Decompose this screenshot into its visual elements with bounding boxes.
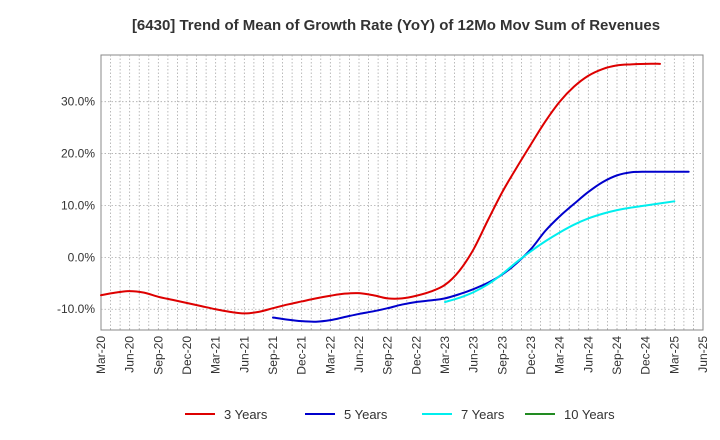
x-tick-label: Sep-22: [381, 336, 395, 375]
x-tick-label: Dec-23: [524, 336, 538, 375]
x-tick-label: Mar-20: [94, 336, 108, 374]
x-tick-label: Dec-22: [409, 336, 423, 375]
plot-area: [100, 54, 704, 331]
legend-label-3-years: 3 Years: [224, 407, 268, 422]
x-tick-label: Mar-22: [323, 336, 337, 374]
x-tick-label: Jun-22: [352, 336, 366, 373]
x-axis: Mar-20 Jun-20 Sep-20 Dec-20 Mar-21 Jun-21 Sep-…: [94, 336, 710, 375]
x-tick-label: Sep-24: [610, 336, 624, 375]
x-tick-label: Dec-24: [639, 336, 653, 375]
x-tick-label: Mar-25: [667, 336, 681, 374]
y-axis: 30.0% 20.0% 10.0% 0.0% -10.0%: [57, 95, 95, 317]
legend: 3 Years 5 Years 7 Years 10 Years: [185, 407, 615, 422]
x-tick-label: Jun-23: [467, 336, 481, 373]
y-tick-label: 10.0%: [61, 198, 95, 212]
series-line-3-years: [100, 62, 661, 315]
x-tick-label: Jun-25: [696, 336, 710, 373]
x-tick-label: Sep-21: [266, 336, 280, 375]
x-tick-label: Jun-24: [581, 336, 595, 373]
legend-label-7-years: 7 Years: [461, 407, 505, 422]
x-tick-label: Dec-20: [180, 336, 194, 375]
series-line-5-years: [272, 170, 690, 323]
chart-title: [6430] Trend of Mean of Growth Rate (YoY…: [132, 17, 660, 34]
y-tick-label: 30.0%: [61, 95, 95, 109]
x-tick-label: Mar-24: [553, 336, 567, 374]
y-tick-label: 20.0%: [61, 147, 95, 161]
legend-label-5-years: 5 Years: [344, 407, 388, 422]
series-layer: [100, 62, 690, 323]
legend-label-10-years: 10 Years: [564, 407, 615, 422]
x-tick-label: Dec-21: [295, 336, 309, 375]
x-tick-label: Jun-21: [237, 336, 251, 373]
grid-layer: [101, 55, 703, 330]
x-tick-label: Mar-23: [438, 336, 452, 374]
x-tick-label: Jun-20: [123, 336, 137, 373]
y-tick-label: -10.0%: [57, 302, 95, 316]
x-tick-label: Sep-20: [151, 336, 165, 375]
x-tick-label: Sep-23: [495, 336, 509, 375]
series-line-7-years: [444, 200, 676, 303]
x-tick-label: Mar-21: [209, 336, 223, 374]
y-tick-label: 0.0%: [68, 250, 96, 264]
